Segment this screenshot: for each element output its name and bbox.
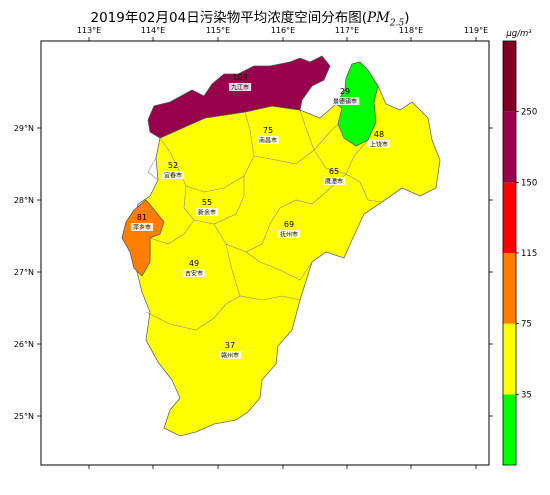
city-value: 55 bbox=[202, 198, 212, 207]
lat-tick-label: 28°N bbox=[14, 196, 34, 205]
city-name-bg bbox=[228, 83, 252, 91]
city-value: 37 bbox=[225, 341, 235, 350]
city-name: 抚州市 bbox=[280, 231, 298, 239]
colorbar-tick-label: 150 bbox=[521, 178, 537, 188]
lon-tick-label: 118°E bbox=[399, 26, 423, 35]
city-name: 南昌市 bbox=[259, 137, 277, 145]
city-value: 49 bbox=[189, 259, 199, 268]
lon-tick-label: 116°E bbox=[271, 26, 295, 35]
lon-tick-label: 113°E bbox=[77, 26, 101, 35]
city-name-bg bbox=[195, 208, 219, 216]
city-name: 鹰潭市 bbox=[325, 178, 343, 186]
city-label: 81 萍乡市 bbox=[130, 213, 154, 232]
city-value: 48 bbox=[374, 130, 384, 139]
city-label: 49 吉安市 bbox=[182, 259, 206, 278]
lat-tick-label: 25°N bbox=[14, 412, 34, 421]
city-label: 29 景德镇市 bbox=[330, 87, 360, 106]
longitude-axis: 113°E 114°E 115°E 116°E 117°E 118°E 119°E bbox=[77, 26, 488, 469]
colorbar-band bbox=[503, 394, 516, 465]
title-suffix: ) bbox=[404, 10, 410, 26]
city-name: 赣州市 bbox=[221, 352, 239, 360]
lat-tick-label: 26°N bbox=[14, 340, 34, 349]
city-labels: 109 九江市 29 景德镇市 75 南昌市 48 上饶市 52 宜春市 65 鹰潭市 55 新余市 81 萍… bbox=[130, 73, 391, 360]
city-name-bg bbox=[161, 171, 185, 179]
city-value: 29 bbox=[340, 87, 350, 96]
city-name-bg bbox=[322, 177, 346, 185]
city-label: 48 上饶市 bbox=[367, 130, 391, 149]
lon-tick-label: 119°E bbox=[464, 26, 488, 35]
city-name-bg bbox=[218, 351, 242, 359]
region-pingxiang bbox=[121, 199, 165, 277]
city-value: 65 bbox=[329, 167, 339, 176]
colorbar-tick-label: 75 bbox=[521, 320, 532, 330]
colorbar-band bbox=[503, 182, 516, 253]
city-value: 69 bbox=[284, 220, 294, 229]
city-name: 九江市 bbox=[231, 84, 249, 92]
city-label: 65 鹰潭市 bbox=[322, 167, 346, 186]
city-name-bg bbox=[256, 136, 280, 144]
city-value: 109 bbox=[232, 73, 247, 82]
city-name-bg bbox=[367, 140, 391, 148]
latitude-axis: 29°N 28°N 27°N 26°N 25°N bbox=[14, 124, 493, 421]
city-label: 109 九江市 bbox=[228, 73, 252, 92]
colorbar-tick-label: 35 bbox=[521, 390, 532, 400]
colorbar-band bbox=[503, 41, 516, 112]
city-label: 55 新余市 bbox=[195, 198, 219, 217]
lon-tick-label: 115°E bbox=[206, 26, 230, 35]
city-name-bg bbox=[277, 230, 301, 238]
city-name-bg bbox=[330, 97, 360, 105]
city-name: 上饶市 bbox=[370, 141, 388, 149]
city-value: 75 bbox=[263, 126, 273, 135]
city-label: 52 宜春市 bbox=[161, 161, 185, 180]
city-name: 景德镇市 bbox=[333, 98, 357, 106]
colorbar-band bbox=[503, 323, 516, 395]
city-label: 69 抚州市 bbox=[277, 220, 301, 239]
lat-tick-label: 29°N bbox=[14, 124, 34, 133]
city-label: 75 南昌市 bbox=[256, 126, 280, 145]
lon-tick-label: 114°E bbox=[141, 26, 165, 35]
title-subscript: 2.5 bbox=[389, 18, 405, 29]
title-pm: PM bbox=[366, 10, 390, 26]
lat-tick-label: 27°N bbox=[14, 268, 34, 277]
title-prefix: 2019年02月04日污染物平均浓度空间分布图( bbox=[90, 10, 367, 26]
colorbar-band bbox=[503, 111, 516, 183]
colorbar-tick-label: 115 bbox=[521, 249, 537, 259]
city-value: 81 bbox=[137, 213, 147, 222]
city-name: 萍乡市 bbox=[133, 224, 151, 232]
colorbar-unit: μg/m³ bbox=[505, 29, 532, 39]
lon-tick-label: 117°E bbox=[335, 26, 359, 35]
city-name-bg bbox=[130, 223, 154, 231]
city-value: 52 bbox=[168, 161, 178, 170]
city-name: 宜春市 bbox=[164, 172, 182, 180]
colorbar: 35 75 115 150 250 μg/m³ bbox=[502, 29, 537, 466]
prefecture-boundaries bbox=[145, 109, 383, 331]
city-name: 新余市 bbox=[198, 209, 216, 217]
colorbar-band bbox=[503, 253, 516, 324]
map-title: 2019年02月04日污染物平均浓度空间分布图(PM2.5) bbox=[40, 6, 460, 29]
city-label: 37 赣州市 bbox=[218, 341, 242, 360]
colorbar-tick-label: 250 bbox=[521, 108, 537, 118]
city-name-bg bbox=[182, 269, 206, 277]
city-name: 吉安市 bbox=[185, 270, 203, 278]
